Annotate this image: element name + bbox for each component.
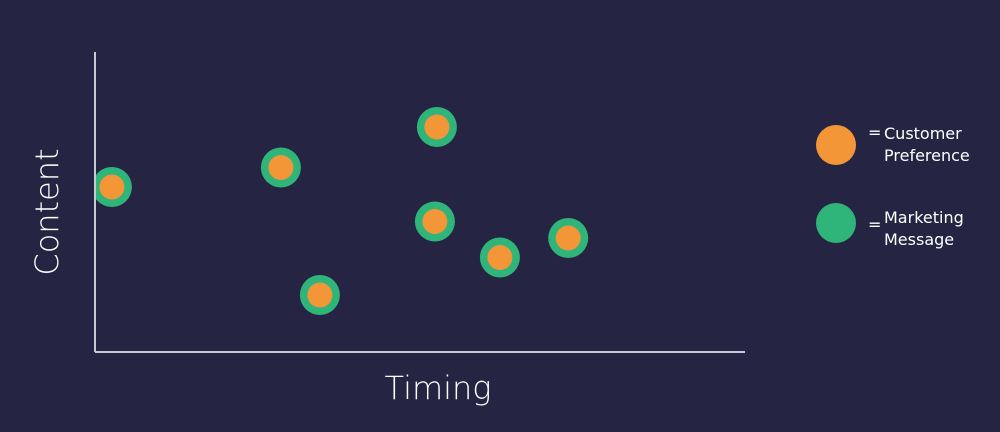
legend-equals-customer: = xyxy=(868,123,881,142)
legend-swatch-marketing-message xyxy=(816,203,856,243)
data-points-layer xyxy=(96,107,589,315)
customer-preference-point-4 xyxy=(424,114,450,140)
y-axis-label: Content xyxy=(28,148,66,275)
legend-item-marketing-message: = Marketing Message xyxy=(816,203,964,249)
customer-preference-point-3 xyxy=(307,282,333,308)
x-axis-label: Timing xyxy=(385,369,492,407)
customer-preference-point-1 xyxy=(99,174,125,200)
customer-preference-point-5 xyxy=(422,209,448,234)
customer-preference-point-2 xyxy=(268,155,294,180)
legend-label-marketing-line1: Marketing xyxy=(884,208,964,227)
customer-preference-point-7 xyxy=(555,225,581,251)
customer-preference-point-6 xyxy=(487,245,513,270)
legend-label-customer-line1: Customer xyxy=(884,124,962,143)
legend-label-customer-line2: Preference xyxy=(884,146,970,165)
legend-item-customer-preference: = Customer Preference xyxy=(816,123,970,165)
legend-equals-marketing: = xyxy=(868,215,881,234)
legend: = Customer Preference = Marketing Messag… xyxy=(816,123,970,249)
legend-label-marketing-line2: Message xyxy=(884,230,954,249)
legend-swatch-customer-preference xyxy=(816,125,856,165)
